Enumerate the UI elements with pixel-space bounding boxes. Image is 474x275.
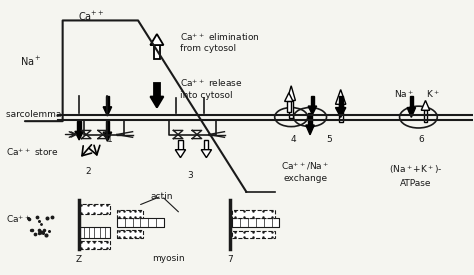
Polygon shape [154,45,160,59]
Polygon shape [338,104,343,122]
Text: Z: Z [76,255,82,265]
Text: Ca$^{++}$ elimination
from cytosol: Ca$^{++}$ elimination from cytosol [181,31,260,53]
Polygon shape [154,83,160,97]
Polygon shape [106,96,109,107]
Polygon shape [336,90,346,104]
Polygon shape [77,121,81,131]
Polygon shape [204,140,209,150]
Bar [232,231,275,238]
Bar [79,227,110,238]
Text: 4: 4 [291,135,296,144]
FancyArrowPatch shape [89,145,100,155]
Polygon shape [106,121,109,132]
Polygon shape [309,113,312,125]
Text: 2: 2 [86,167,91,176]
Polygon shape [175,150,186,158]
Text: actin: actin [150,191,173,200]
Text: Na$^+$: Na$^+$ [20,55,42,68]
Text: Ca$^{++}$: Ca$^{++}$ [6,213,31,225]
Text: 6: 6 [418,135,424,144]
Polygon shape [308,106,317,115]
Polygon shape [201,150,211,158]
Bar [232,218,279,227]
Polygon shape [338,96,343,108]
Polygon shape [407,108,416,117]
Text: 7: 7 [227,255,233,265]
Polygon shape [287,86,295,100]
Polygon shape [421,100,430,110]
Bar [117,210,143,218]
FancyArrowPatch shape [82,145,91,156]
Text: 5: 5 [326,135,332,144]
Text: Ca$^{++}$: Ca$^{++}$ [78,10,104,23]
Polygon shape [306,125,314,135]
Text: Ca$^{++}$/Na$^+$
exchange: Ca$^{++}$/Na$^+$ exchange [281,160,329,183]
Text: K$^+$: K$^+$ [426,88,440,100]
Bar [79,241,110,249]
Polygon shape [290,100,293,119]
Text: Ca$^{++}$ release
into cytosol: Ca$^{++}$ release into cytosol [181,78,243,100]
Text: Na$^+$: Na$^+$ [394,88,414,100]
Bar [232,210,275,218]
Text: 1: 1 [107,135,113,144]
Polygon shape [336,108,346,117]
Bar [117,230,143,238]
Bar [117,218,164,227]
Polygon shape [75,131,83,140]
Polygon shape [178,140,182,150]
Text: sarcolemma -: sarcolemma - [6,110,68,119]
Polygon shape [150,97,164,108]
Text: 3: 3 [187,171,193,180]
Polygon shape [150,34,164,45]
Polygon shape [310,96,314,106]
Text: Ca$^{++}$ store: Ca$^{++}$ store [6,147,59,158]
Polygon shape [287,101,291,112]
Text: (Na$^+$+K$^+$)-
ATPase: (Na$^+$+K$^+$)- ATPase [389,164,443,188]
Text: myosin: myosin [152,254,185,263]
Polygon shape [410,96,413,108]
Polygon shape [424,110,427,122]
Polygon shape [103,132,112,141]
Bar [79,204,110,214]
Polygon shape [103,107,112,116]
Polygon shape [284,93,293,101]
